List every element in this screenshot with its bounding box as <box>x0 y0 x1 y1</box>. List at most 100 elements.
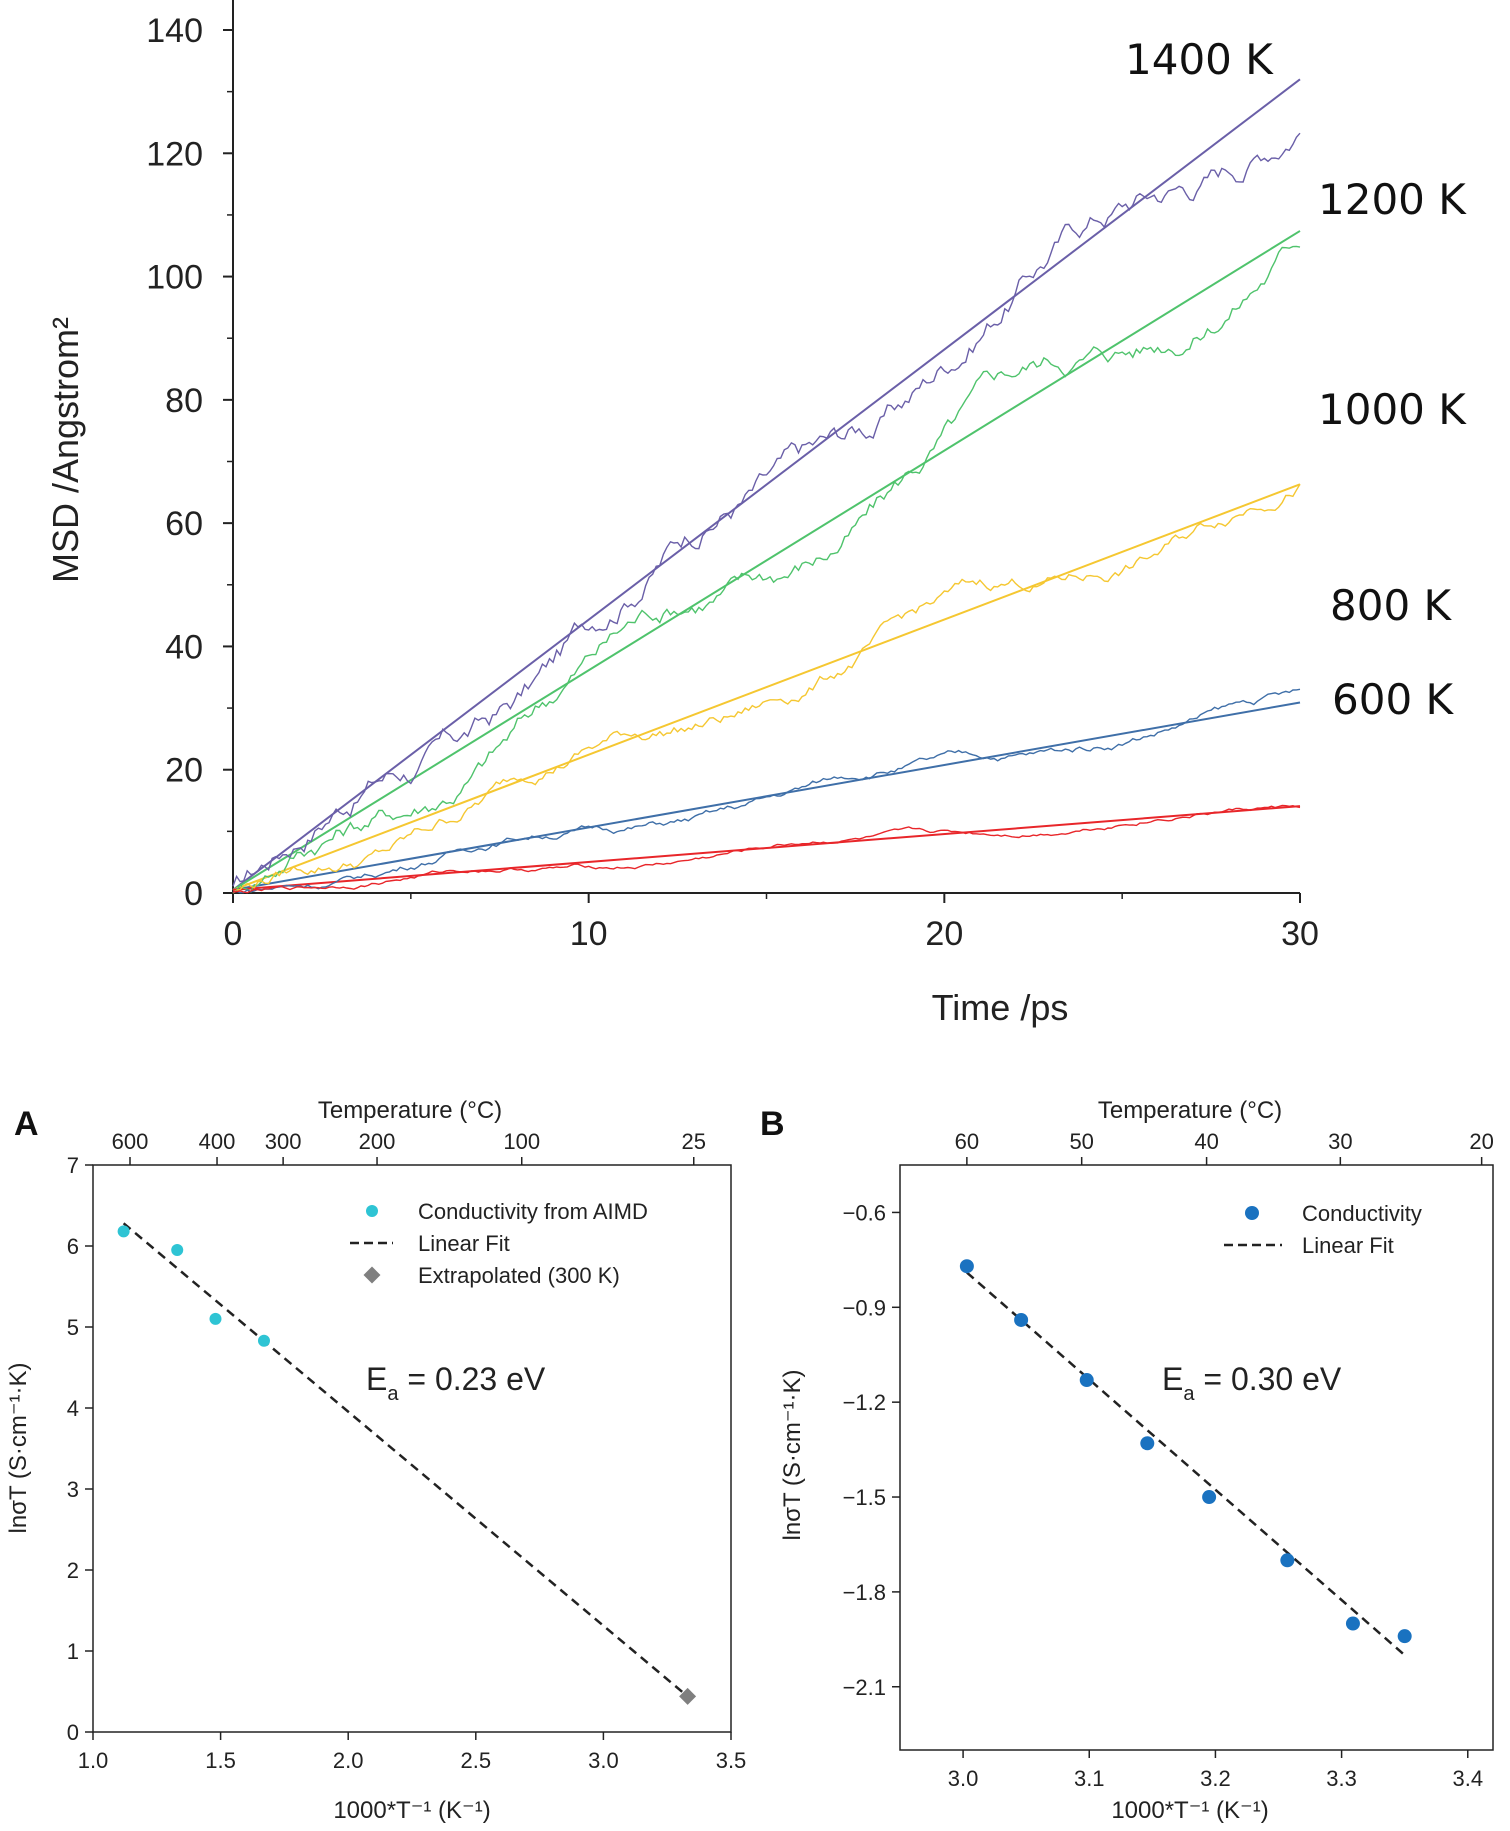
b-point-conductivity <box>1280 1553 1295 1568</box>
b-y-tick-label: −1.2 <box>843 1390 886 1415</box>
msd-y-tick-label: 40 <box>165 628 203 666</box>
a-point-extrapolated-300-k <box>679 1687 697 1705</box>
series-label-800-k: 800 K <box>1330 581 1453 630</box>
a-point-conductivity-from-aimd <box>117 1225 130 1238</box>
b-point-conductivity <box>1202 1490 1217 1505</box>
msd-chart: 0 20 40 60 80 100 120 140 0 10 20 30 1400 K 1200 K 1… <box>45 0 1468 1028</box>
a-top-tick-label: 600 <box>112 1129 149 1154</box>
panel-b-top-title: Temperature (°C) <box>1098 1097 1282 1124</box>
b-point-conductivity <box>1397 1629 1412 1644</box>
msd-y-tick-label: 80 <box>165 382 203 420</box>
panel-b-x-label: 1000*T⁻¹ (K⁻¹) <box>1111 1797 1268 1824</box>
legend-label-aimd: Conductivity from AIMD <box>418 1199 648 1224</box>
msd-x-tick-label: 30 <box>1281 915 1319 953</box>
b-y-tick-label: −0.6 <box>843 1200 886 1225</box>
a-x-tick-label: 3.0 <box>588 1748 619 1773</box>
msd-x-tick-label: 20 <box>925 915 963 953</box>
b-top-tick-label: 40 <box>1194 1129 1218 1154</box>
a-x-tick-label: 2.0 <box>333 1748 364 1773</box>
a-fit-line <box>122 1222 689 1698</box>
msd-y-tick-label: 60 <box>165 505 203 543</box>
a-top-tick-label: 200 <box>359 1129 396 1154</box>
b-x-tick-label: 3.3 <box>1326 1766 1357 1791</box>
b-x-tick-label: 3.1 <box>1074 1766 1105 1791</box>
panel-b-y-label: lnσT (S·cm⁻¹·K) <box>779 1369 806 1540</box>
panel-b-ea-annotation: Ea = 0.30 eV <box>1162 1361 1342 1405</box>
msd-trace-1000-k <box>232 483 1301 894</box>
b-y-tick-label: −0.9 <box>843 1295 886 1320</box>
b-y-tick-label: −2.1 <box>843 1675 886 1700</box>
b-point-conductivity <box>1140 1436 1155 1451</box>
panel-b-chart: B Temperature (°C) −0.6 −0.9 −1.2 −1.5 −1.8 −… <box>760 1097 1494 1824</box>
b-x-tick-label: 3.0 <box>948 1766 979 1791</box>
panel-b-frame <box>899 1164 1494 1751</box>
series-label-1400-k: 1400 K <box>1125 35 1274 84</box>
series-label-1200-k: 1200 K <box>1318 175 1467 224</box>
panel-b-legend: Conductivity Linear Fit <box>1224 1201 1422 1258</box>
a-x-tick-label: 1.0 <box>78 1748 109 1773</box>
a-point-conductivity-from-aimd <box>257 1334 270 1347</box>
a-top-tick-label: 25 <box>681 1129 705 1154</box>
panel-b-letter: B <box>760 1105 785 1143</box>
legend-label-extrapolated: Extrapolated (300 K) <box>418 1263 620 1288</box>
msd-y-tick-label: 100 <box>146 259 203 297</box>
panel-a-chart: A Temperature (°C) 0 1 2 3 4 5 6 7 1.0 1.5 2.0 2.5… <box>5 1097 746 1824</box>
b-point-conductivity <box>1079 1373 1094 1388</box>
b-y-tick-label: −1.8 <box>843 1580 886 1605</box>
legend-marker-extrapolated <box>363 1266 381 1284</box>
msd-trace-1200-k <box>232 245 1301 894</box>
msd-y-tick-label: 20 <box>165 752 203 790</box>
msd-x-label: Time /ps <box>932 987 1069 1028</box>
a-y-tick-label: 0 <box>67 1720 79 1745</box>
msd-x-tick-label: 10 <box>570 915 608 953</box>
b-fit-line <box>966 1271 1406 1657</box>
a-x-tick-label: 3.5 <box>716 1748 747 1773</box>
a-y-tick-label: 2 <box>67 1558 79 1583</box>
a-x-tick-label: 1.5 <box>205 1748 236 1773</box>
a-y-tick-label: 5 <box>67 1315 79 1340</box>
legend-marker-conductivity <box>1245 1206 1259 1220</box>
a-y-tick-label: 7 <box>67 1153 79 1178</box>
a-y-tick-label: 4 <box>67 1396 79 1421</box>
msd-trace-1400-k <box>232 132 1301 887</box>
a-point-conductivity-from-aimd <box>209 1312 222 1325</box>
a-point-conductivity-from-aimd <box>171 1244 184 1257</box>
panel-a-legend: Conductivity from AIMD Linear Fit Extrap… <box>350 1199 648 1288</box>
fit-line-1400-k <box>232 78 1301 891</box>
msd-trace-800-k <box>232 688 1301 894</box>
msd-trace-600-k <box>232 804 1301 894</box>
panel-a-top-title: Temperature (°C) <box>318 1097 502 1124</box>
panel-a-ea-annotation: Ea = 0.23 eV <box>366 1361 546 1405</box>
panel-a-x-label: 1000*T⁻¹ (K⁻¹) <box>333 1797 490 1824</box>
b-top-tick-label: 50 <box>1069 1129 1093 1154</box>
legend-label-linear-fit-b: Linear Fit <box>1302 1233 1394 1258</box>
msd-y-tick-label: 0 <box>184 875 203 913</box>
legend-label-linear-fit: Linear Fit <box>418 1231 510 1256</box>
b-top-tick-label: 20 <box>1469 1129 1493 1154</box>
legend-marker-aimd <box>366 1205 378 1217</box>
b-x-tick-label: 3.2 <box>1200 1766 1231 1791</box>
msd-x-tick-label: 0 <box>224 915 243 953</box>
msd-y-label: MSD /Angstrom² <box>45 317 86 583</box>
fit-line-1200-k <box>232 230 1301 891</box>
fit-line-1000-k <box>232 483 1301 891</box>
a-top-tick-label: 300 <box>265 1129 302 1154</box>
b-top-tick-label: 30 <box>1328 1129 1352 1154</box>
series-label-600-k: 600 K <box>1332 675 1455 724</box>
a-top-tick-label: 100 <box>503 1129 540 1154</box>
b-point-conductivity <box>1345 1616 1360 1631</box>
msd-y-tick-label: 140 <box>146 12 203 50</box>
b-y-tick-label: −1.5 <box>843 1485 886 1510</box>
a-y-tick-label: 3 <box>67 1477 79 1502</box>
msd-y-tick-label: 120 <box>146 135 203 173</box>
a-x-tick-label: 2.5 <box>461 1748 492 1773</box>
b-point-conductivity <box>959 1259 974 1274</box>
b-top-tick-label: 60 <box>955 1129 979 1154</box>
a-y-tick-label: 6 <box>67 1234 79 1259</box>
a-top-tick-label: 400 <box>199 1129 236 1154</box>
panel-a-frame <box>92 1164 732 1733</box>
panel-a-letter: A <box>14 1105 39 1143</box>
legend-label-conductivity: Conductivity <box>1302 1201 1422 1226</box>
b-point-conductivity <box>1014 1312 1029 1327</box>
